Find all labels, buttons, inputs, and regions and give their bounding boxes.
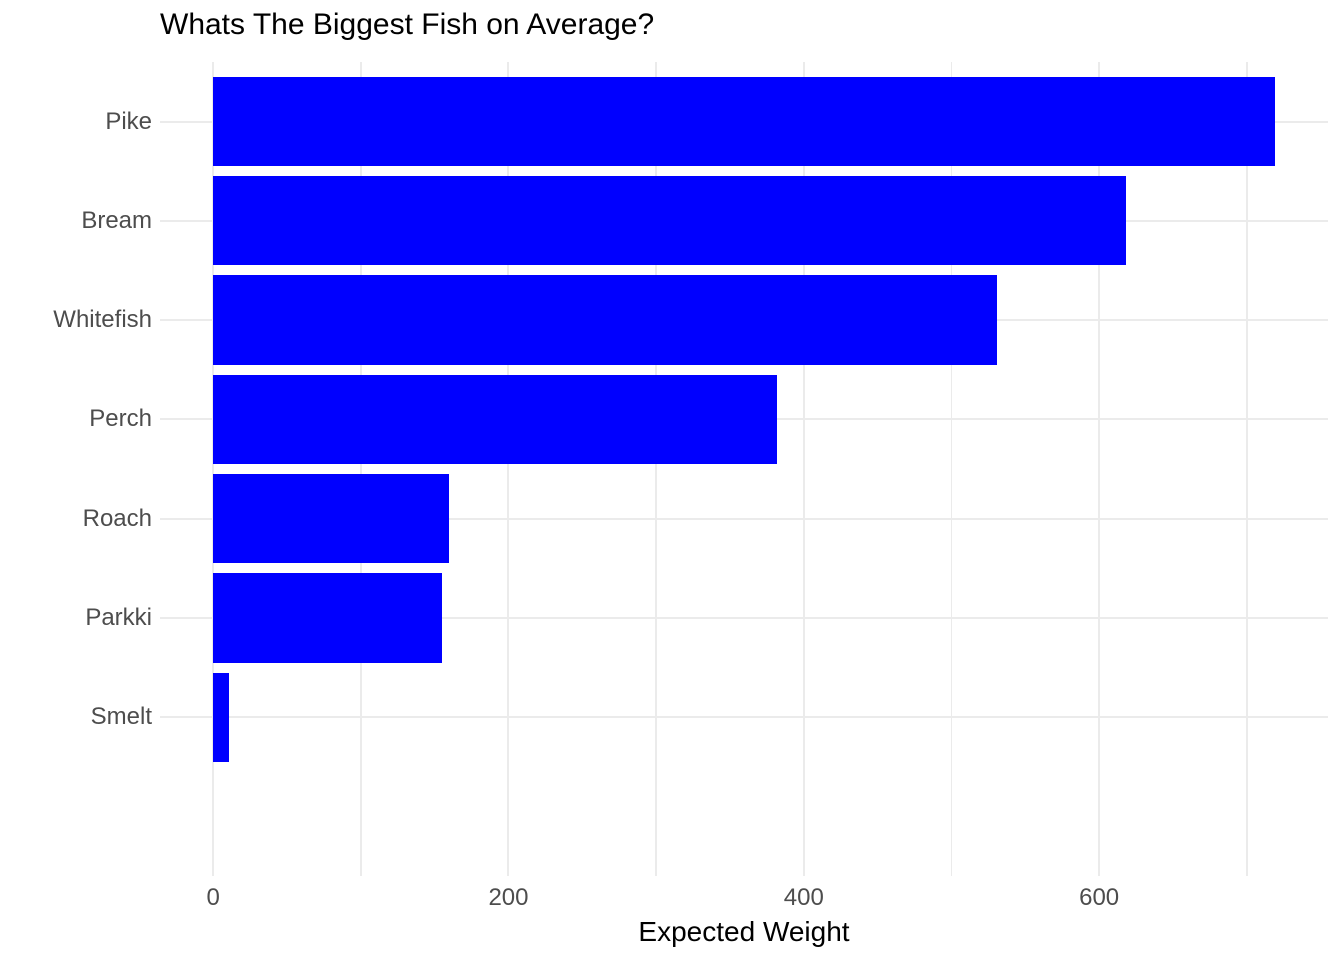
y-axis-label-whitefish: Whitefish — [53, 306, 152, 334]
bar-bream — [213, 176, 1126, 266]
gridline-major-x-600 — [1098, 62, 1101, 876]
y-axis-label-roach: Roach — [82, 504, 152, 532]
bar-whitefish — [213, 275, 998, 365]
plot-panel — [160, 62, 1328, 876]
gridline-major-x-200 — [507, 62, 510, 876]
y-axis-label-parkki: Parkki — [85, 603, 152, 631]
gridline-y-parkki — [160, 616, 1328, 619]
x-axis-tick-label-600: 600 — [1079, 884, 1120, 911]
bar-parkki — [213, 573, 443, 663]
bar-roach — [213, 473, 450, 564]
x-axis-tick-label-0: 0 — [206, 884, 220, 911]
bar-perch — [213, 374, 778, 465]
chart-title: Whats The Biggest Fish on Average? — [160, 8, 655, 41]
x-axis-title: Expected Weight — [638, 916, 850, 947]
y-axis-label-pike: Pike — [105, 107, 152, 135]
gridline-y-smelt — [160, 716, 1328, 719]
bar-smelt — [213, 672, 230, 762]
gridline-minor-x-700 — [1246, 62, 1248, 876]
y-axis-label-bream: Bream — [81, 206, 152, 234]
gridline-minor-x-500 — [950, 62, 953, 876]
gridline-minor-x-300 — [655, 62, 657, 876]
gridline-minor-x-100 — [360, 62, 362, 876]
gridline-major-x-0 — [212, 62, 215, 876]
y-axis-label-smelt: Smelt — [90, 703, 152, 731]
gridline-y-roach — [160, 517, 1328, 520]
bar-pike — [213, 76, 1275, 167]
y-axis-label-perch: Perch — [89, 405, 152, 433]
x-axis-tick-label-200: 200 — [488, 884, 529, 911]
x-axis-tick-label-400: 400 — [783, 884, 824, 911]
gridline-major-x-400 — [802, 62, 805, 876]
